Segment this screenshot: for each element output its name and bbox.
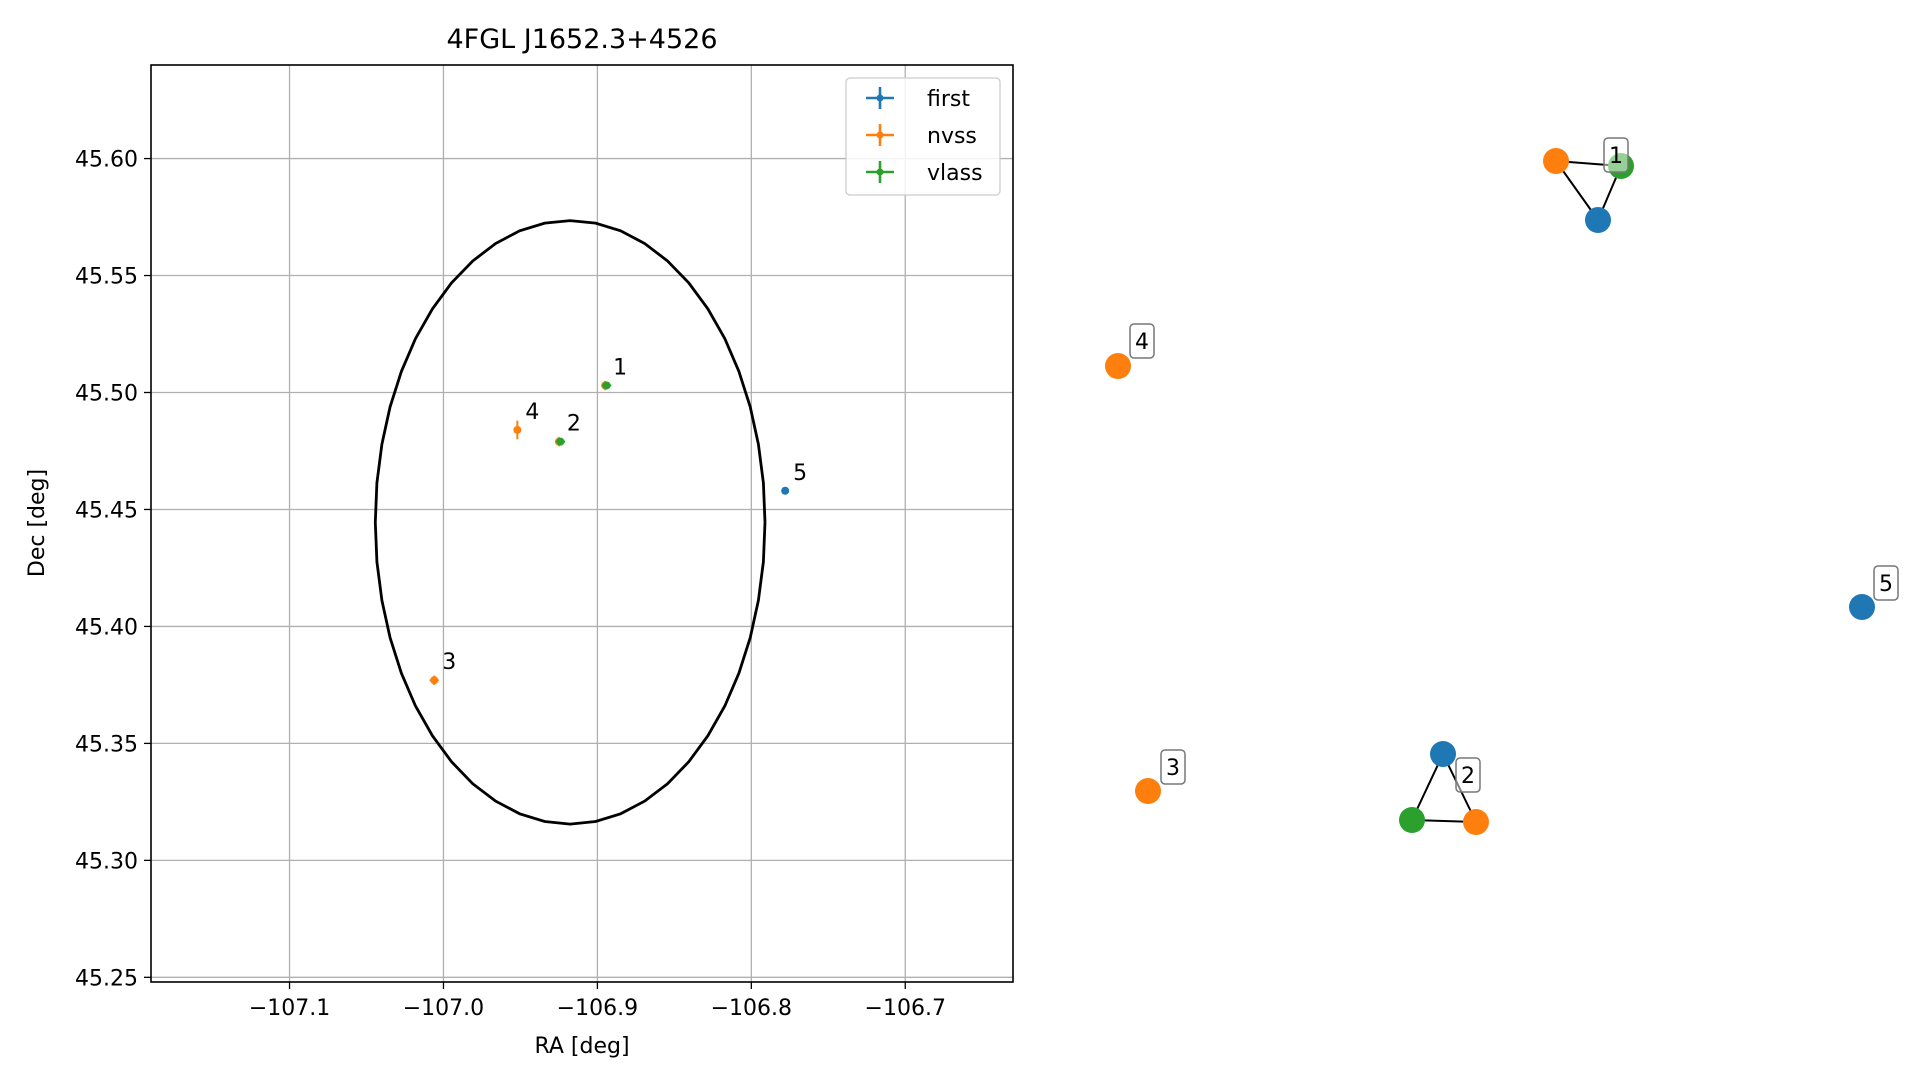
legend-item-nvss: nvss bbox=[866, 124, 977, 149]
graph-label-3: 3 bbox=[1166, 756, 1180, 781]
legend-box bbox=[845, 77, 1001, 196]
annotation-5: 5 bbox=[793, 461, 807, 486]
legend-swatch-dot bbox=[876, 94, 884, 102]
x-axis-label: RA [deg] bbox=[534, 1034, 629, 1059]
grid bbox=[151, 65, 1013, 982]
x-tick-label: −107.0 bbox=[403, 996, 484, 1021]
legend-swatch-dot bbox=[876, 168, 884, 176]
annotation-4: 4 bbox=[525, 400, 539, 425]
match-graph: 1 2 3 4 5 bbox=[1105, 137, 1899, 835]
graph-node-nvss bbox=[1105, 353, 1131, 379]
graph-node-first bbox=[1585, 207, 1611, 233]
graph-nodes bbox=[1105, 148, 1875, 835]
chart-title: 4FGL J1652.3+4526 bbox=[446, 24, 717, 55]
legend-items: first nvss vlass bbox=[866, 87, 983, 186]
axes-frame bbox=[150, 64, 1014, 983]
error-ellipse-layer bbox=[373, 219, 767, 826]
x-axis-ticks: −107.1 −107.0 −106.9 −106.8 −106.7 bbox=[249, 982, 946, 1021]
legend-label: nvss bbox=[927, 124, 977, 149]
y-tick-label: 45.30 bbox=[75, 849, 138, 874]
x-tick-label: −106.7 bbox=[865, 996, 946, 1021]
point-marker bbox=[556, 437, 565, 446]
x-tick-label: −106.9 bbox=[557, 996, 638, 1021]
annotation-1: 1 bbox=[613, 355, 627, 380]
y-tick-label: 45.55 bbox=[75, 265, 138, 290]
graph-node-nvss bbox=[1463, 809, 1489, 835]
graph-node-nvss bbox=[1543, 148, 1569, 174]
point-marker bbox=[513, 425, 522, 434]
point-vlass bbox=[602, 381, 612, 390]
graph-label-box bbox=[1603, 137, 1629, 173]
graph-node-nvss bbox=[1135, 778, 1161, 804]
point-vlass bbox=[555, 437, 566, 446]
annotations-layer: 1 2 3 4 5 bbox=[442, 355, 807, 675]
legend-item-first: first bbox=[866, 87, 970, 112]
points-layer bbox=[429, 380, 790, 685]
y-axis-label: Dec [deg] bbox=[25, 469, 50, 577]
point-marker bbox=[602, 381, 611, 390]
graph-label-box bbox=[1873, 565, 1899, 601]
graph-label-1: 1 bbox=[1609, 144, 1623, 169]
annotation-2: 2 bbox=[567, 412, 581, 437]
x-tick-label: −106.8 bbox=[711, 996, 792, 1021]
point-marker bbox=[781, 486, 790, 495]
y-axis-ticks: 45.25 45.30 45.35 45.40 45.45 45.50 45.55 45.60 bbox=[75, 148, 151, 991]
point-first bbox=[781, 486, 790, 495]
y-tick-label: 45.25 bbox=[75, 966, 138, 991]
legend-item-vlass: vlass bbox=[866, 161, 983, 186]
y-tick-label: 45.40 bbox=[75, 615, 138, 640]
y-tick-label: 45.35 bbox=[75, 732, 138, 757]
graph-label-box bbox=[1455, 757, 1481, 793]
graph-labels: 1 2 3 4 5 bbox=[1129, 137, 1899, 793]
annotation-3: 3 bbox=[442, 650, 456, 675]
point-nvss bbox=[429, 675, 439, 685]
graph-label-4: 4 bbox=[1135, 330, 1149, 355]
graph-node-vlass bbox=[1399, 807, 1425, 833]
scatter-plot: 1 2 3 4 5 −107.1 −107.0 −106.9 −106.8 −106.7 45.… bbox=[25, 24, 1014, 1059]
legend-swatch-dot bbox=[876, 131, 884, 139]
legend-label: vlass bbox=[927, 161, 983, 186]
graph-node-first bbox=[1430, 741, 1456, 767]
graph-node-first bbox=[1849, 594, 1875, 620]
y-tick-label: 45.45 bbox=[75, 498, 138, 523]
graph-label-5: 5 bbox=[1879, 572, 1893, 597]
graph-label-box bbox=[1129, 323, 1155, 359]
x-tick-label: −107.1 bbox=[249, 996, 330, 1021]
error-ellipse bbox=[373, 219, 767, 826]
point-nvss bbox=[513, 420, 522, 440]
graph-label-box bbox=[1160, 749, 1186, 785]
y-tick-label: 45.50 bbox=[75, 382, 138, 407]
point-marker bbox=[430, 676, 439, 685]
graph-label-2: 2 bbox=[1461, 764, 1475, 789]
y-tick-label: 45.60 bbox=[75, 148, 138, 173]
legend: first nvss vlass bbox=[845, 77, 1001, 196]
legend-label: first bbox=[927, 87, 970, 112]
